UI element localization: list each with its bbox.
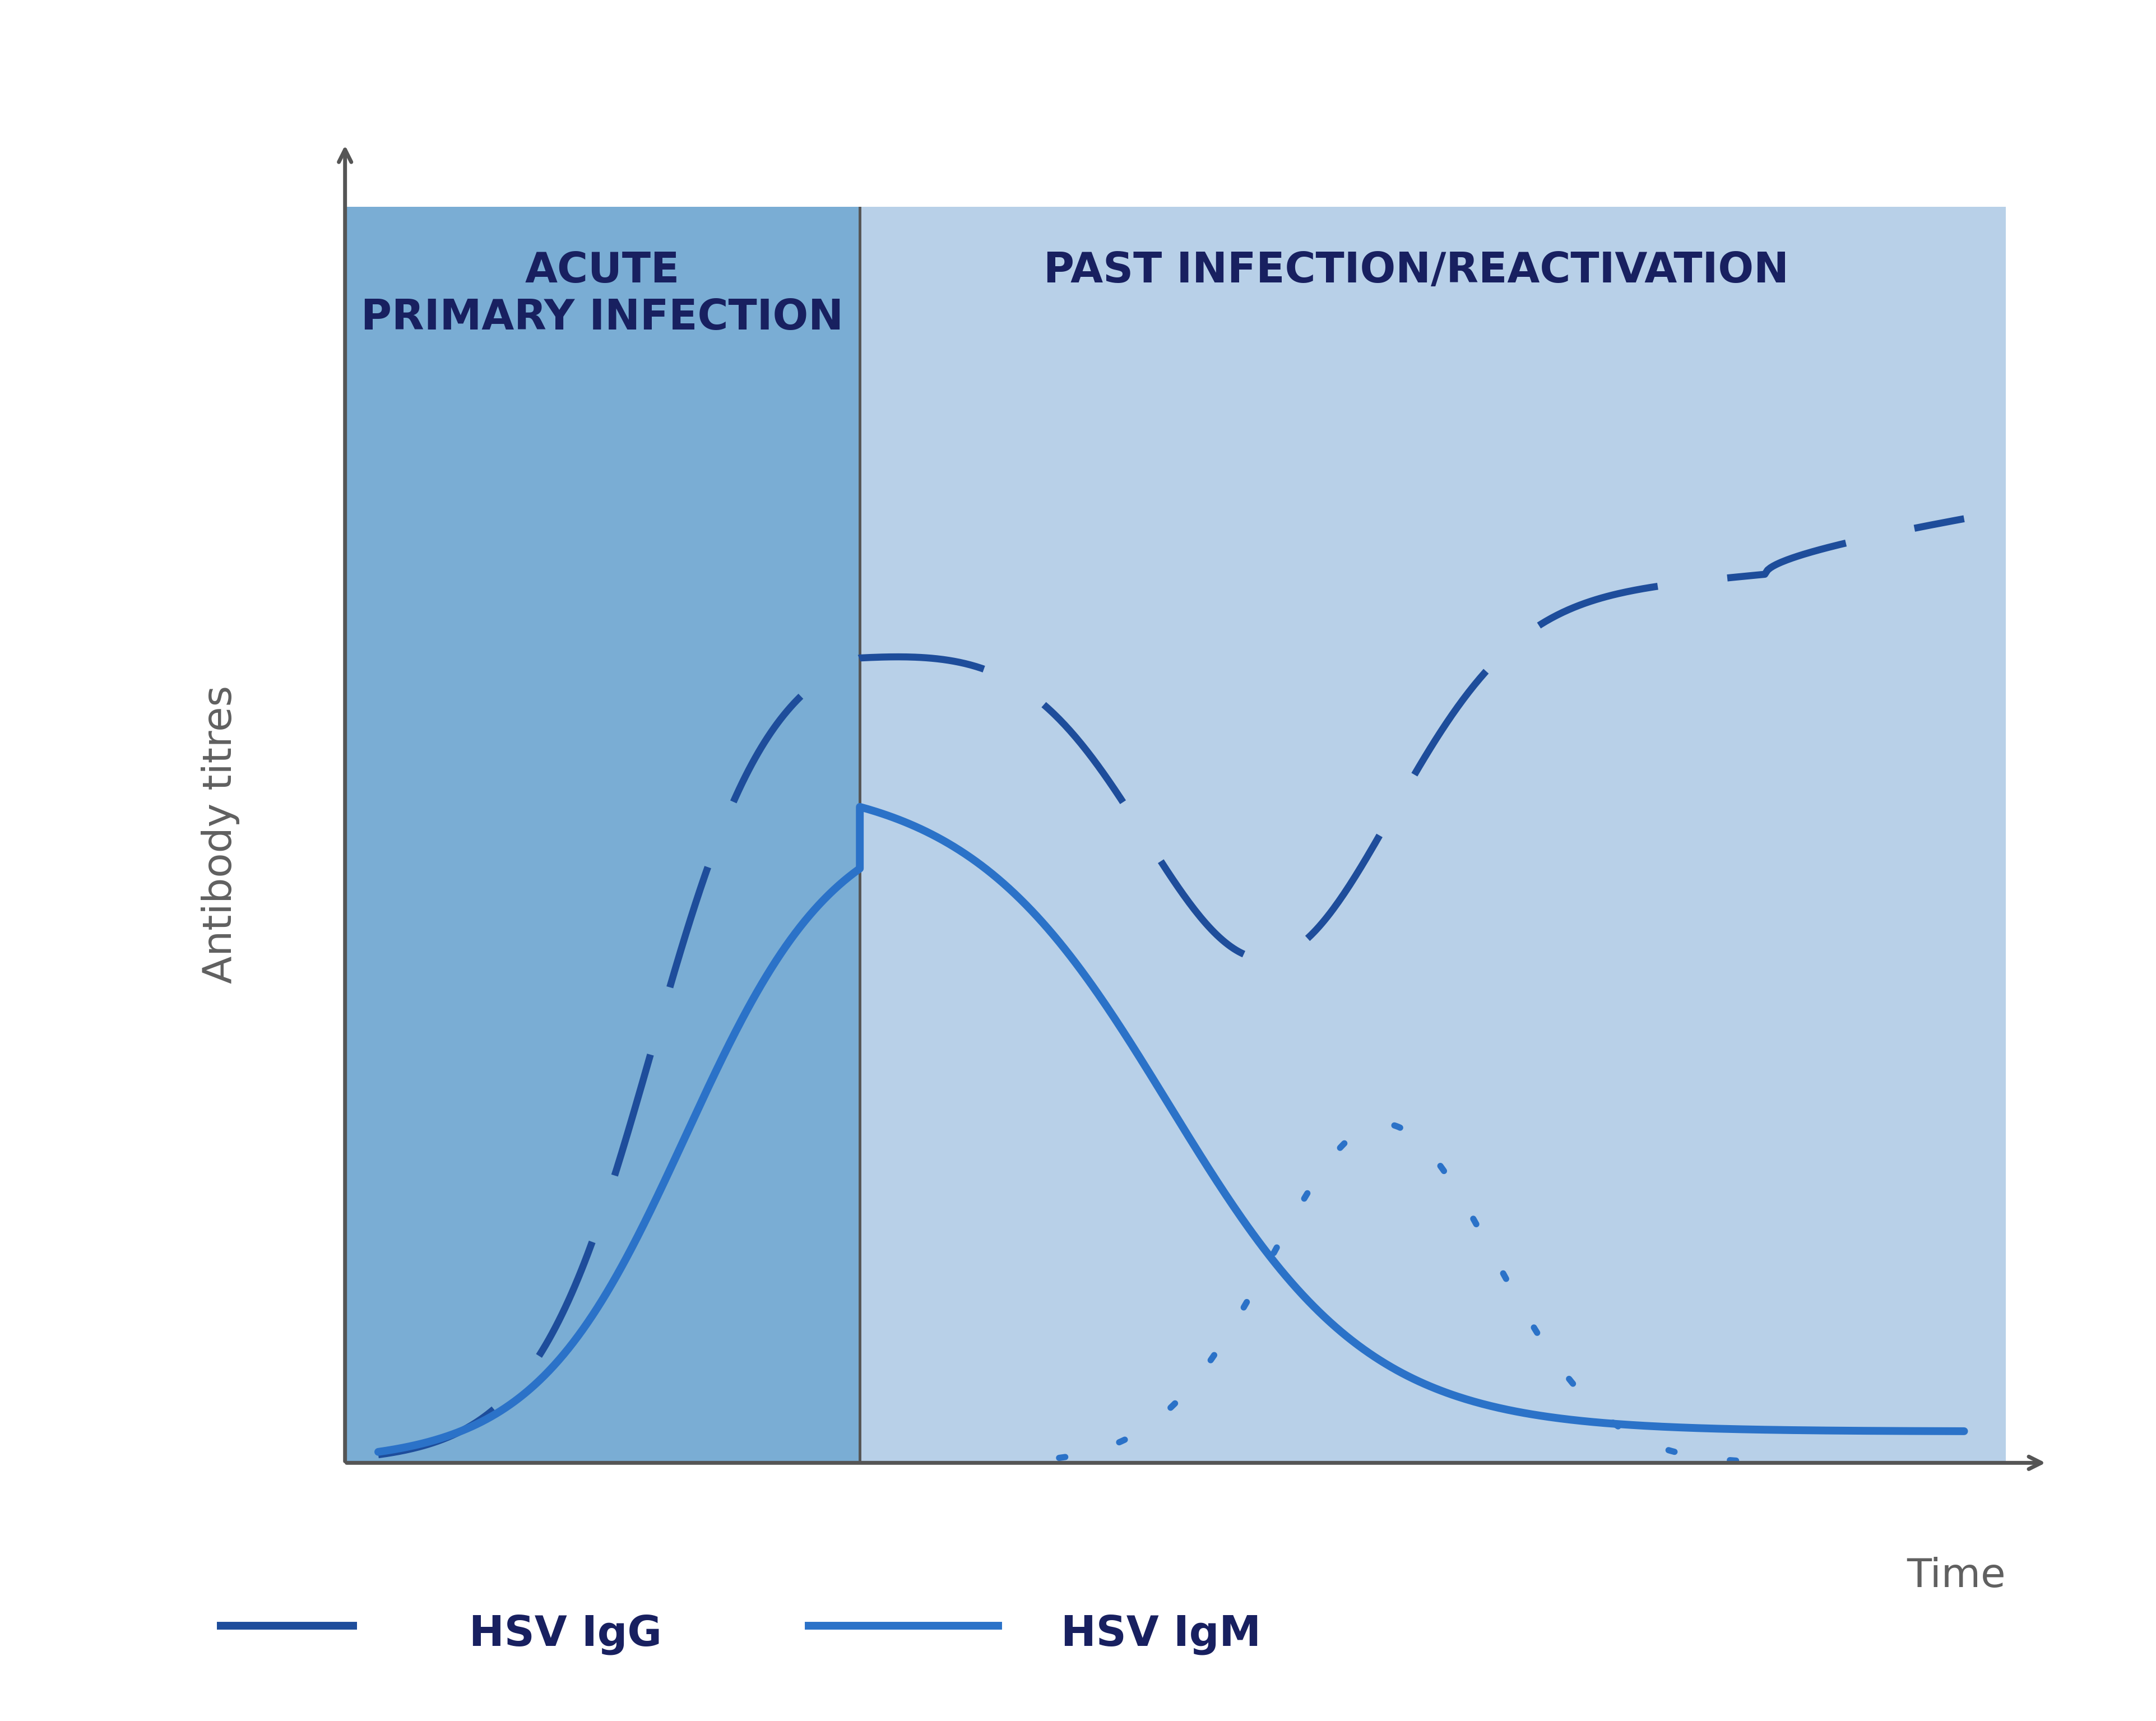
Bar [345,207,860,1463]
Text: ACUTE
PRIMARY INFECTION: ACUTE PRIMARY INFECTION [360,251,843,339]
Text: PAST INFECTION/REACTIVATION: PAST INFECTION/REACTIVATION [1044,251,1787,291]
Bar [860,207,2005,1463]
Text: Antibody titres: Antibody titres [201,685,239,984]
Legend: HSV IgG, HSV IgM: HSV IgG, HSV IgM [201,1590,1279,1675]
Text: Time: Time [1906,1558,2005,1595]
